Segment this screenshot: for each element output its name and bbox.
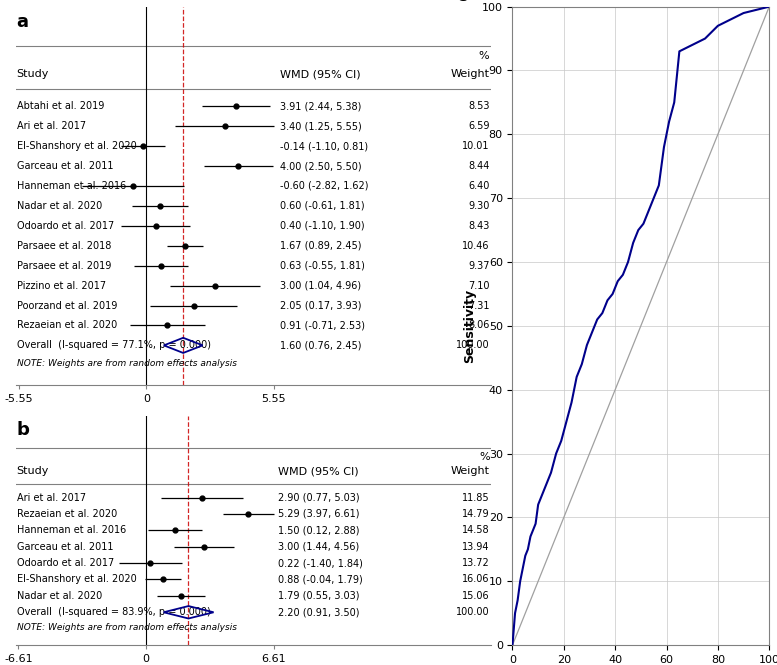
Text: 3.00 (1.04, 4.96): 3.00 (1.04, 4.96) xyxy=(280,281,361,291)
Text: 4.00 (2.50, 5.50): 4.00 (2.50, 5.50) xyxy=(280,161,361,171)
Text: 1.60 (0.76, 2.45): 1.60 (0.76, 2.45) xyxy=(280,340,361,350)
Text: 9.30: 9.30 xyxy=(468,201,490,211)
Text: 2.05 (0.17, 3.93): 2.05 (0.17, 3.93) xyxy=(280,301,361,311)
Text: -0.60 (-2.82, 1.62): -0.60 (-2.82, 1.62) xyxy=(280,181,368,191)
Text: NOTE: Weights are from random effects analysis: NOTE: Weights are from random effects an… xyxy=(16,359,237,368)
Text: 8.53: 8.53 xyxy=(468,101,490,111)
Text: 8.06: 8.06 xyxy=(468,321,490,331)
Text: c: c xyxy=(456,0,467,5)
Text: 1.79 (0.55, 3.03): 1.79 (0.55, 3.03) xyxy=(278,591,360,601)
Text: Weight: Weight xyxy=(451,466,490,476)
Text: 15.06: 15.06 xyxy=(462,591,490,601)
Text: WMD (95% CI): WMD (95% CI) xyxy=(280,69,361,79)
Text: 3.91 (2.44, 5.38): 3.91 (2.44, 5.38) xyxy=(280,101,361,111)
Text: WMD (95% CI): WMD (95% CI) xyxy=(278,466,359,476)
Text: Nadar et al. 2020: Nadar et al. 2020 xyxy=(16,591,102,601)
Text: Parsaee et al. 2019: Parsaee et al. 2019 xyxy=(16,261,111,271)
Text: b: b xyxy=(16,420,30,438)
Text: Garceau et al. 2011: Garceau et al. 2011 xyxy=(16,161,113,171)
Text: 8.43: 8.43 xyxy=(468,221,490,231)
Text: %: % xyxy=(479,452,490,462)
Text: 0.40 (-1.10, 1.90): 0.40 (-1.10, 1.90) xyxy=(280,221,364,231)
Text: Ari et al. 2017: Ari et al. 2017 xyxy=(16,121,85,131)
Text: Parsaee et al. 2018: Parsaee et al. 2018 xyxy=(16,241,111,251)
Text: 9.37: 9.37 xyxy=(468,261,490,271)
Text: 10.01: 10.01 xyxy=(462,141,490,151)
Text: El-Shanshory et al. 2020: El-Shanshory et al. 2020 xyxy=(16,575,136,585)
Title: GLS: GLS xyxy=(627,0,654,1)
Text: 7.10: 7.10 xyxy=(468,281,490,291)
Text: Nadar et al. 2020: Nadar et al. 2020 xyxy=(16,201,102,211)
Text: 13.72: 13.72 xyxy=(462,558,490,568)
Text: Ari et al. 2017: Ari et al. 2017 xyxy=(16,493,85,503)
Text: 1.67 (0.89, 2.45): 1.67 (0.89, 2.45) xyxy=(280,241,361,251)
Text: NOTE: Weights are from random effects analysis: NOTE: Weights are from random effects an… xyxy=(16,622,236,632)
Text: Study: Study xyxy=(16,466,49,476)
Text: Garceau et al. 2011: Garceau et al. 2011 xyxy=(16,542,113,552)
Text: 1.50 (0.12, 2.88): 1.50 (0.12, 2.88) xyxy=(278,525,360,535)
Text: Odoardo et al. 2017: Odoardo et al. 2017 xyxy=(16,558,113,568)
Text: Overall  (I-squared = 77.1%, p = 0.000): Overall (I-squared = 77.1%, p = 0.000) xyxy=(16,340,211,350)
Text: 0.22 (-1.40, 1.84): 0.22 (-1.40, 1.84) xyxy=(278,558,364,568)
Text: Study: Study xyxy=(16,69,49,79)
Text: Rezaeian et al. 2020: Rezaeian et al. 2020 xyxy=(16,321,117,331)
Text: 7.31: 7.31 xyxy=(468,301,490,311)
Text: 2.20 (0.91, 3.50): 2.20 (0.91, 3.50) xyxy=(278,607,360,617)
Text: Odoardo et al. 2017: Odoardo et al. 2017 xyxy=(16,221,114,231)
Text: a: a xyxy=(16,13,29,31)
Text: Overall  (I-squared = 83.9%, p = 0.000): Overall (I-squared = 83.9%, p = 0.000) xyxy=(16,607,211,617)
Text: 100.00: 100.00 xyxy=(456,607,490,617)
Text: 0.60 (-0.61, 1.81): 0.60 (-0.61, 1.81) xyxy=(280,201,364,211)
Text: 3.00 (1.44, 4.56): 3.00 (1.44, 4.56) xyxy=(278,542,360,552)
Text: 0.88 (-0.04, 1.79): 0.88 (-0.04, 1.79) xyxy=(278,575,363,585)
Text: Hanneman et al. 2016: Hanneman et al. 2016 xyxy=(16,525,126,535)
Text: 8.44: 8.44 xyxy=(468,161,490,171)
Text: -0.14 (-1.10, 0.81): -0.14 (-1.10, 0.81) xyxy=(280,141,368,151)
Text: Abtahi et al. 2019: Abtahi et al. 2019 xyxy=(16,101,104,111)
Text: 100.00: 100.00 xyxy=(456,340,490,350)
Text: 13.94: 13.94 xyxy=(462,542,490,552)
Text: 0.63 (-0.55, 1.81): 0.63 (-0.55, 1.81) xyxy=(280,261,364,271)
Text: 11.85: 11.85 xyxy=(462,493,490,503)
Text: 0.91 (-0.71, 2.53): 0.91 (-0.71, 2.53) xyxy=(280,321,364,331)
Text: Rezaeian et al. 2020: Rezaeian et al. 2020 xyxy=(16,509,117,519)
Text: 16.06: 16.06 xyxy=(462,575,490,585)
Text: 3.40 (1.25, 5.55): 3.40 (1.25, 5.55) xyxy=(280,121,361,131)
Text: Weight: Weight xyxy=(451,69,490,79)
Text: %: % xyxy=(479,51,490,61)
Y-axis label: Sensitivity: Sensitivity xyxy=(463,289,476,363)
Text: Poorzand et al. 2019: Poorzand et al. 2019 xyxy=(16,301,117,311)
Text: 6.59: 6.59 xyxy=(468,121,490,131)
Text: 10.46: 10.46 xyxy=(462,241,490,251)
Text: 14.79: 14.79 xyxy=(462,509,490,519)
Text: 5.29 (3.97, 6.61): 5.29 (3.97, 6.61) xyxy=(278,509,360,519)
Text: Hanneman et al. 2016: Hanneman et al. 2016 xyxy=(16,181,126,191)
Text: 14.58: 14.58 xyxy=(462,525,490,535)
Text: 6.40: 6.40 xyxy=(468,181,490,191)
Text: El-Shanshory et al. 2020: El-Shanshory et al. 2020 xyxy=(16,141,137,151)
Text: Pizzino et al. 2017: Pizzino et al. 2017 xyxy=(16,281,106,291)
Text: 2.90 (0.77, 5.03): 2.90 (0.77, 5.03) xyxy=(278,493,360,503)
